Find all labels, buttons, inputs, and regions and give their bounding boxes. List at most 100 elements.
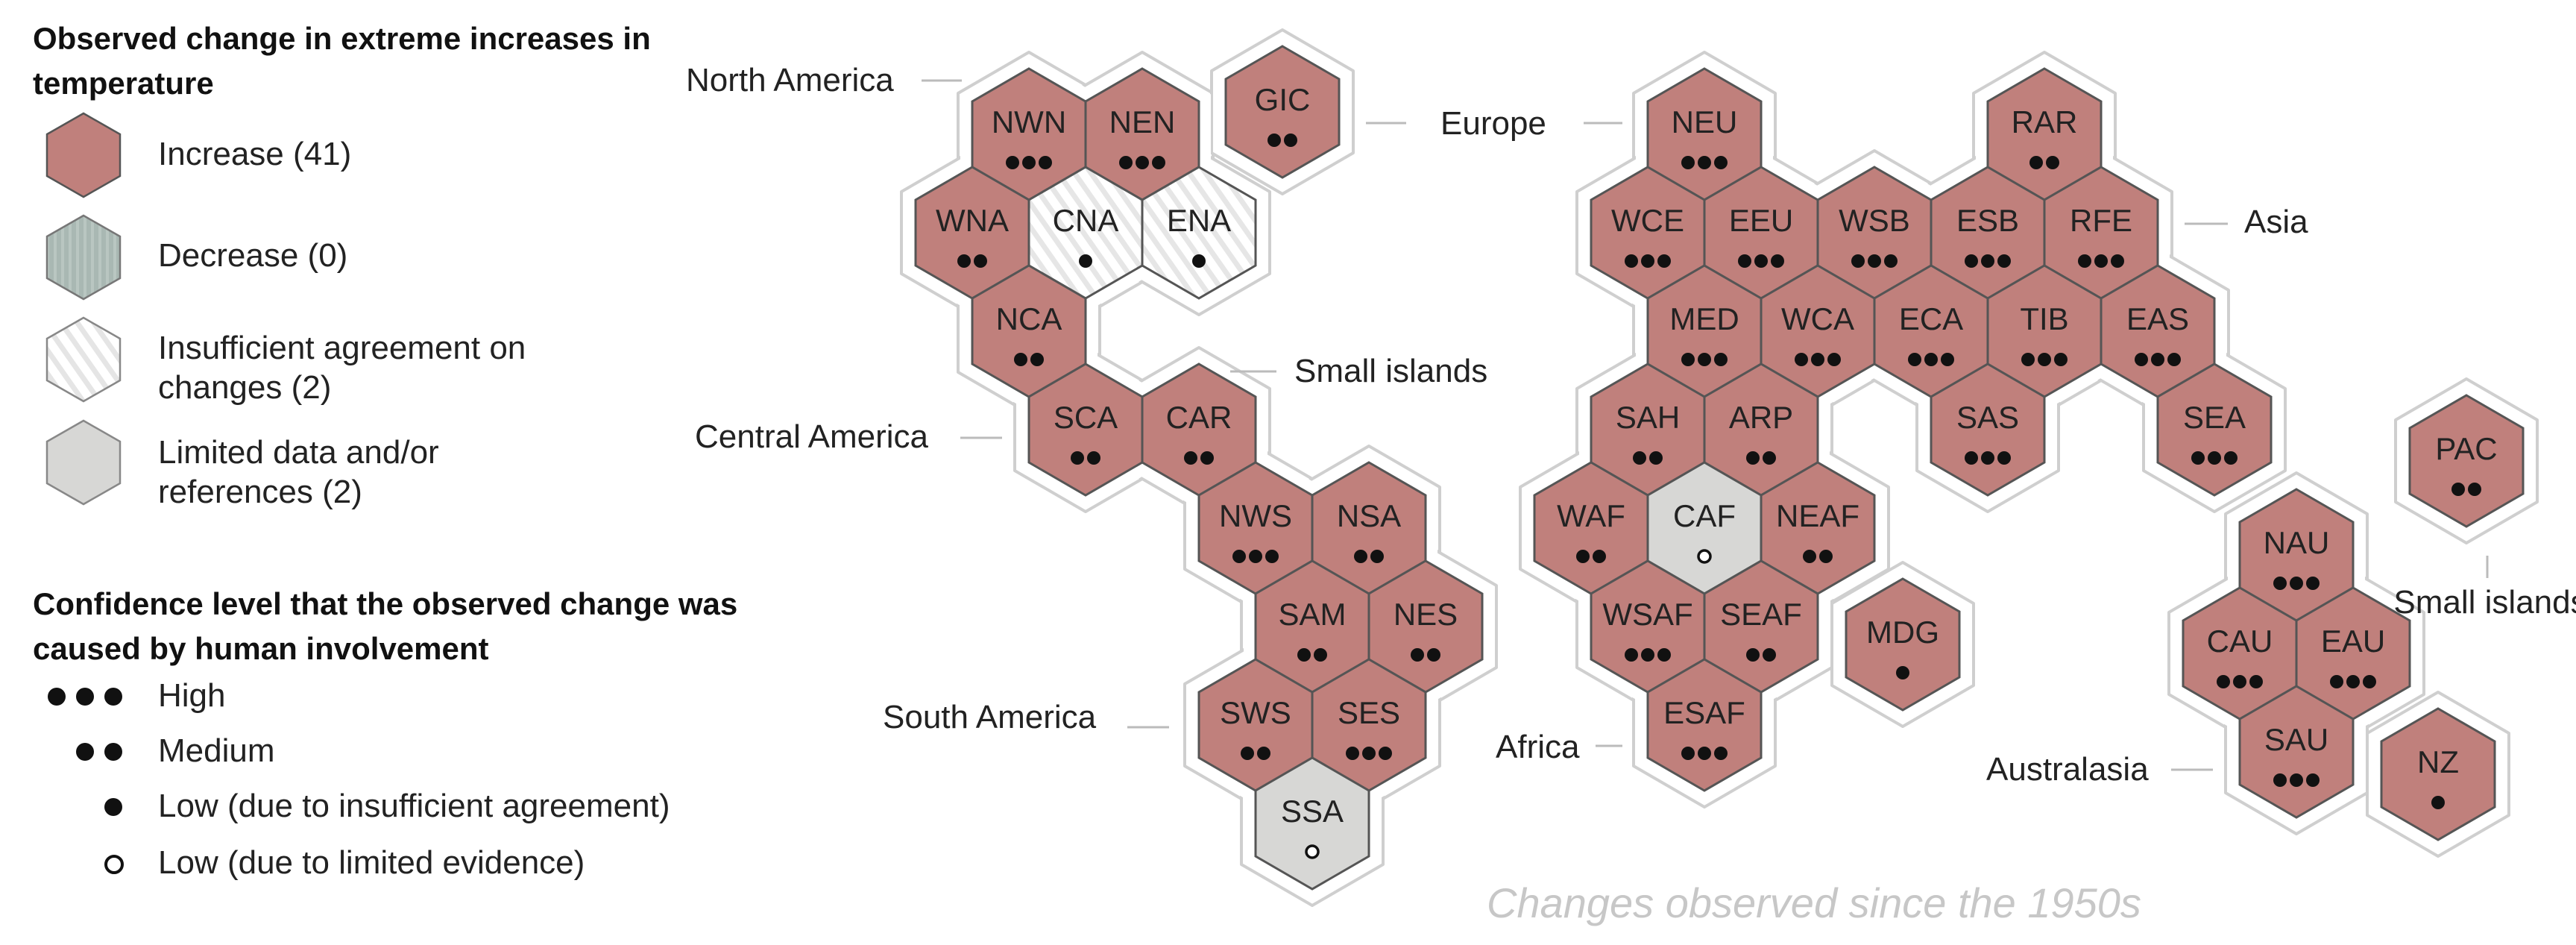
confidence-dot xyxy=(1314,648,1327,662)
region-wsb: WSB xyxy=(1816,166,1933,300)
region-gic: GIC xyxy=(1224,45,1341,179)
confidence-dot xyxy=(1803,550,1816,563)
label-south-america: South America xyxy=(883,699,1097,735)
region-med: MED xyxy=(1646,264,1763,398)
confidence-dot xyxy=(1981,254,1994,268)
region-sea: SEA xyxy=(2156,362,2273,497)
confidence-dot xyxy=(2363,675,2376,688)
hex-esaf xyxy=(1646,658,1763,792)
region-nz: NZ xyxy=(2380,707,2496,841)
code-label-med: MED xyxy=(1669,301,1739,336)
code-label-cau: CAU xyxy=(2207,624,2273,659)
confidence-dot xyxy=(2046,156,2059,169)
confidence-dot xyxy=(1896,666,1909,679)
legend-increase-label: Increase (41) xyxy=(158,136,352,172)
confidence-dot xyxy=(1746,451,1760,465)
legend-change-title: Observed change in extreme increases in … xyxy=(33,21,651,101)
confidence-dot xyxy=(1819,550,1833,563)
decrease-hex-icon xyxy=(45,214,122,301)
confidence-dot xyxy=(1249,550,1262,563)
label-north-america: North America xyxy=(686,62,894,98)
confidence-dot xyxy=(1681,156,1695,169)
region-nca: NCA xyxy=(971,264,1087,398)
confidence-dot xyxy=(1827,353,1841,366)
code-label-cna: CNA xyxy=(1053,203,1119,238)
code-label-sca: SCA xyxy=(1054,400,1118,435)
confidence-dot xyxy=(1427,648,1440,662)
code-label-sas: SAS xyxy=(1956,400,2019,435)
confidence-dot xyxy=(1868,254,1881,268)
confidence-dot xyxy=(1811,353,1824,366)
region-ssa: SSA xyxy=(1254,756,1370,891)
confidence-low-evidence-dot xyxy=(104,855,134,874)
confidence-dot xyxy=(1657,648,1671,662)
legend: Observed change in extreme increases in … xyxy=(0,0,746,945)
confidence-dot xyxy=(1981,451,1994,465)
region-waf: WAF xyxy=(1533,461,1649,595)
confidence-dot xyxy=(1265,550,1279,563)
confidence-dot xyxy=(1006,156,1019,169)
region-wca: WCA xyxy=(1760,264,1876,398)
code-label-sau: SAU xyxy=(2264,722,2328,757)
confidence-dot xyxy=(1200,451,1214,465)
confidence-dot xyxy=(2191,451,2205,465)
region-rfe: RFE xyxy=(2043,166,2159,300)
label-africa: Africa xyxy=(1496,729,1580,765)
code-label-nen: NEN xyxy=(1109,104,1176,139)
code-label-nes: NES xyxy=(1394,597,1458,632)
confidence-dot xyxy=(1714,156,1728,169)
region-car: CAR xyxy=(1141,362,1257,497)
legend-insufficient-label: Insufficient agreement on changes (2) xyxy=(158,330,526,406)
confidence-dot xyxy=(2111,254,2124,268)
region-ena: ENA xyxy=(1141,166,1257,300)
code-label-eas: EAS xyxy=(2126,301,2189,336)
region-nau: NAU xyxy=(2238,488,2355,622)
code-label-eeu: EEU xyxy=(1729,203,1793,238)
confidence-dot xyxy=(1030,353,1044,366)
confidence-dot xyxy=(2249,675,2263,688)
confidence-dot xyxy=(1698,353,1711,366)
hex-sea xyxy=(2156,362,2273,497)
confidence-dot xyxy=(1267,134,1281,147)
confidence-dot xyxy=(1625,254,1638,268)
code-label-esaf: ESAF xyxy=(1663,695,1745,730)
confidence-dot xyxy=(1997,254,2011,268)
confidence-dot xyxy=(1354,550,1367,563)
region-sau: SAU xyxy=(2238,685,2355,819)
confidence-dot xyxy=(1136,156,1149,169)
confidence-dot xyxy=(2054,353,2068,366)
confidence-dot xyxy=(1305,844,1320,859)
confidence-dot xyxy=(1232,550,1246,563)
region-esaf: ESAF xyxy=(1646,658,1763,792)
legend-limited-label: Limited data and/or references (2) xyxy=(158,434,439,510)
confidence-dot xyxy=(1681,747,1695,760)
confidence-dot xyxy=(2135,353,2148,366)
confidence-dot xyxy=(1362,747,1376,760)
confidence-dot xyxy=(1738,254,1751,268)
confidence-high-label: High xyxy=(158,677,226,714)
region-seaf: SEAF xyxy=(1703,559,1819,694)
region-ses: SES xyxy=(1311,658,1427,792)
region-eeu: EEU xyxy=(1703,166,1819,300)
confidence-dot xyxy=(1851,254,1865,268)
confidence-dot xyxy=(1625,648,1638,662)
confidence-dot xyxy=(1184,451,1197,465)
code-label-rar: RAR xyxy=(2012,104,2078,139)
region-sah: SAH xyxy=(1590,362,1706,497)
code-label-sam: SAM xyxy=(1278,597,1346,632)
region-pac: PAC xyxy=(2408,394,2525,528)
confidence-dot xyxy=(1714,353,1728,366)
code-label-gic: GIC xyxy=(1255,82,1311,117)
confidence-dot xyxy=(1411,648,1424,662)
code-label-nca: NCA xyxy=(996,301,1062,336)
confidence-dot xyxy=(1754,254,1768,268)
confidence-dot xyxy=(1657,254,1671,268)
confidence-dot xyxy=(974,254,987,268)
code-label-nwn: NWN xyxy=(992,104,1066,139)
region-wna: WNA xyxy=(914,166,1030,300)
confidence-medium-dots xyxy=(76,743,133,761)
confidence-low-evidence-label: Low (due to limited evidence) xyxy=(158,844,585,881)
confidence-dot xyxy=(1698,747,1711,760)
code-label-nws: NWS xyxy=(1219,498,1292,533)
